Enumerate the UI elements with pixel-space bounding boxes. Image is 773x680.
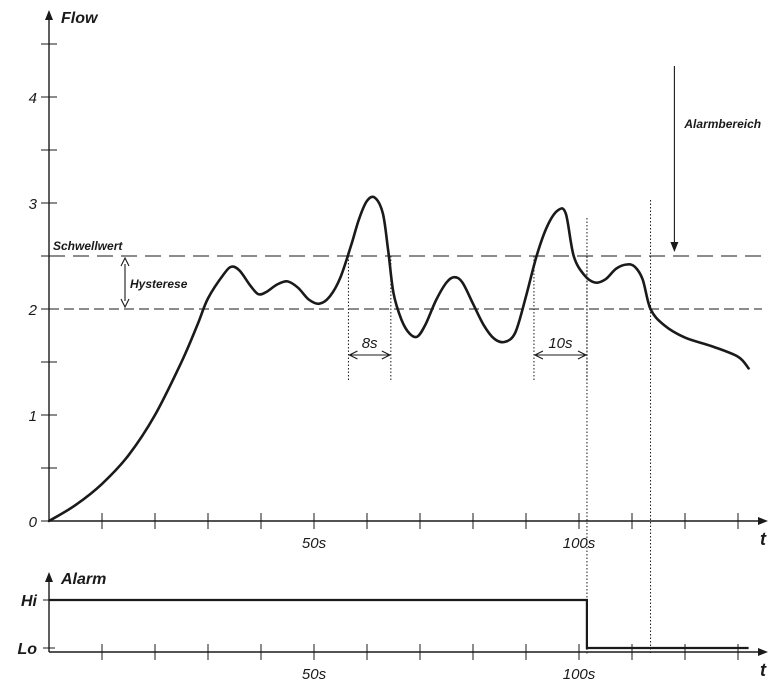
interval-10s-arrowhead-left bbox=[533, 350, 544, 360]
annotations: Schwellwert Hysterese 8s 10s Alarmbereich bbox=[53, 66, 761, 360]
threshold-lines bbox=[49, 255, 762, 310]
threshold-label: Schwellwert bbox=[53, 239, 123, 253]
hysteresis-label: Hysterese bbox=[130, 277, 188, 291]
interval-8s-arrowhead-left bbox=[348, 350, 358, 360]
alarm-zone-label: Alarmbereich bbox=[683, 117, 761, 131]
flow-x-axis-arrow bbox=[758, 517, 768, 525]
interval-10s-arrowhead-right bbox=[577, 350, 588, 360]
interval-8s-arrowhead-right bbox=[381, 350, 392, 360]
alarm-y-axis-arrow bbox=[45, 572, 53, 582]
hysteresis-arrowhead-up bbox=[120, 256, 130, 267]
alarm-y-ticks: Lo Hi bbox=[17, 593, 55, 658]
y-tick-label: 1 bbox=[29, 408, 37, 425]
alarm-x-ticks: 50s 100s bbox=[101, 644, 739, 680]
flow-x-ticks: 50s 100s bbox=[101, 513, 739, 552]
alarm-y-tick-label: Lo bbox=[17, 641, 37, 658]
alarm-x-axis-arrow bbox=[758, 648, 768, 656]
alarm-zone-arrowhead bbox=[670, 242, 679, 252]
y-tick-label: 3 bbox=[29, 196, 38, 213]
dotted-markers bbox=[347, 200, 652, 654]
interval-10s-label: 10s bbox=[548, 335, 573, 352]
y-tick-label: 4 bbox=[29, 90, 37, 107]
hysteresis-arrowhead-down bbox=[120, 298, 130, 309]
y-tick-label: 0 bbox=[29, 514, 38, 531]
alarm-chart: Alarm t Lo Hi 50s 100s bbox=[17, 571, 768, 680]
alarm-x-tick-label: 50s bbox=[302, 666, 327, 680]
flow-x-tick-label: 100s bbox=[563, 535, 596, 552]
y-tick-label: 2 bbox=[28, 302, 38, 319]
alarm-x-axis-label: t bbox=[760, 660, 767, 680]
interval-8s-label: 8s bbox=[362, 335, 378, 352]
flow-y-axis-arrow bbox=[45, 10, 53, 20]
alarm-x-tick-label: 100s bbox=[563, 666, 596, 680]
flow-x-axis-label: t bbox=[760, 529, 767, 549]
flow-curve bbox=[47, 195, 750, 523]
flow-chart: Flow t 0 1 2 3 4 50s 100s Schwellwert Hysteres… bbox=[28, 10, 768, 654]
alarm-y-tick-label: Hi bbox=[21, 593, 38, 610]
alarm-curve bbox=[49, 598, 749, 650]
flow-y-axis-label: Flow bbox=[61, 10, 99, 27]
alarm-y-axis-label: Alarm bbox=[60, 571, 106, 588]
flow-y-ticks: 0 1 2 3 4 bbox=[28, 43, 57, 531]
flow-x-tick-label: 50s bbox=[302, 535, 327, 552]
